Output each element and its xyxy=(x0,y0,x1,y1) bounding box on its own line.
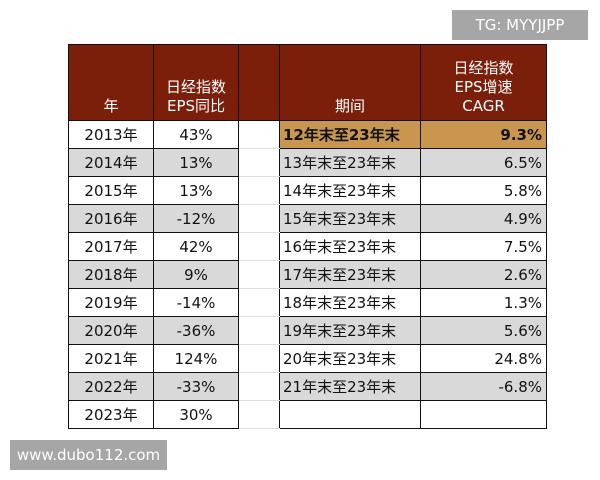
cell-period: 15年末至23年末 xyxy=(279,204,421,233)
cell-cagr: 7.5% xyxy=(420,232,547,261)
cell-spacer xyxy=(238,148,280,177)
watermark-top: TG: MYYJJPP xyxy=(452,10,588,40)
header-period: 期间 xyxy=(279,44,421,121)
cell-period: 16年末至23年末 xyxy=(279,232,421,261)
header-year-text: 年 xyxy=(103,97,119,115)
cell-period: 20年末至23年末 xyxy=(279,344,421,373)
header-cagr-line1: 日经指数 xyxy=(453,59,514,77)
table-row: 2021年 124% 20年末至23年末 24.8% xyxy=(68,344,547,373)
header-cagr-line2: EPS增速 xyxy=(454,78,513,96)
table-row: 2015年 13% 14年末至23年末 5.8% xyxy=(68,176,547,205)
table-row: 2013年 43% 12年末至23年末 9.3% xyxy=(68,120,547,149)
table-row: 2020年 -36% 19年末至23年末 5.6% xyxy=(68,316,547,345)
header-spacer xyxy=(238,44,280,121)
header-period-text: 期间 xyxy=(334,97,365,115)
cell-year: 2015年 xyxy=(68,176,154,205)
cell-period: 17年末至23年末 xyxy=(279,260,421,289)
cell-year: 2013年 xyxy=(68,120,154,149)
cell-yoy: -33% xyxy=(153,372,239,401)
table-row: 2014年 13% 13年末至23年末 6.5% xyxy=(68,148,547,177)
cell-yoy: 124% xyxy=(153,344,239,373)
cell-period: 12年末至23年末 xyxy=(279,120,421,149)
header-cagr-line3: CAGR xyxy=(462,97,505,115)
cell-cagr: 5.8% xyxy=(420,176,547,205)
cell-year: 2018年 xyxy=(68,260,154,289)
cell-yoy: 13% xyxy=(153,148,239,177)
cell-period: 18年末至23年末 xyxy=(279,288,421,317)
header-yoy: 日经指数 EPS同比 xyxy=(153,44,239,121)
table-row: 2016年 -12% 15年末至23年末 4.9% xyxy=(68,204,547,233)
cell-period: 14年末至23年末 xyxy=(279,176,421,205)
table-row: 2018年 9% 17年末至23年末 2.6% xyxy=(68,260,547,289)
cell-year: 2014年 xyxy=(68,148,154,177)
cell-cagr: 5.6% xyxy=(420,316,547,345)
cell-yoy: 30% xyxy=(153,400,239,429)
cell-spacer xyxy=(238,176,280,205)
table-row: 2022年 -33% 21年末至23年末 -6.8% xyxy=(68,372,547,401)
cell-year: 2017年 xyxy=(68,232,154,261)
cell-yoy: -14% xyxy=(153,288,239,317)
cell-spacer xyxy=(238,372,280,401)
cell-year: 2021年 xyxy=(68,344,154,373)
cell-spacer xyxy=(238,260,280,289)
cell-cagr xyxy=(420,400,547,429)
cell-period: 19年末至23年末 xyxy=(279,316,421,345)
watermark-bottom: www.dubo112.com xyxy=(10,440,167,470)
cell-year: 2022年 xyxy=(68,372,154,401)
header-year: 年 xyxy=(68,44,154,121)
cell-year: 2019年 xyxy=(68,288,154,317)
cell-yoy: 42% xyxy=(153,232,239,261)
cell-spacer xyxy=(238,400,280,429)
header-cagr: 日经指数 EPS增速 CAGR xyxy=(420,44,547,121)
cell-yoy: -12% xyxy=(153,204,239,233)
cell-spacer xyxy=(238,204,280,233)
cell-cagr: 6.5% xyxy=(420,148,547,177)
cell-spacer xyxy=(238,316,280,345)
cell-cagr: -6.8% xyxy=(420,372,547,401)
cell-cagr: 1.3% xyxy=(420,288,547,317)
cell-spacer xyxy=(238,288,280,317)
cell-year: 2023年 xyxy=(68,400,154,429)
cell-period: 21年末至23年末 xyxy=(279,372,421,401)
cell-cagr: 24.8% xyxy=(420,344,547,373)
cell-year: 2016年 xyxy=(68,204,154,233)
cell-yoy: 9% xyxy=(153,260,239,289)
cell-spacer xyxy=(238,232,280,261)
cell-period: 13年末至23年末 xyxy=(279,148,421,177)
cell-spacer xyxy=(238,344,280,373)
header-yoy-line2: EPS同比 xyxy=(166,97,226,115)
cell-year: 2020年 xyxy=(68,316,154,345)
cell-spacer xyxy=(238,120,280,149)
header-row: 年 日经指数 EPS同比 期间 日经指数 EPS增速 CAGR xyxy=(68,44,547,121)
cell-yoy: -36% xyxy=(153,316,239,345)
cell-period xyxy=(279,400,421,429)
cell-cagr: 4.9% xyxy=(420,204,547,233)
cell-yoy: 43% xyxy=(153,120,239,149)
table-row: 2023年 30% xyxy=(68,400,547,429)
table-row: 2017年 42% 16年末至23年末 7.5% xyxy=(68,232,547,261)
cell-cagr: 9.3% xyxy=(420,120,547,149)
header-yoy-line1: 日经指数 xyxy=(165,78,226,96)
cell-cagr: 2.6% xyxy=(420,260,547,289)
cell-yoy: 13% xyxy=(153,176,239,205)
eps-table: 年 日经指数 EPS同比 期间 日经指数 EPS增速 CAGR 2013年 43% 12年… xyxy=(68,44,547,429)
table-row: 2019年 -14% 18年末至23年末 1.3% xyxy=(68,288,547,317)
